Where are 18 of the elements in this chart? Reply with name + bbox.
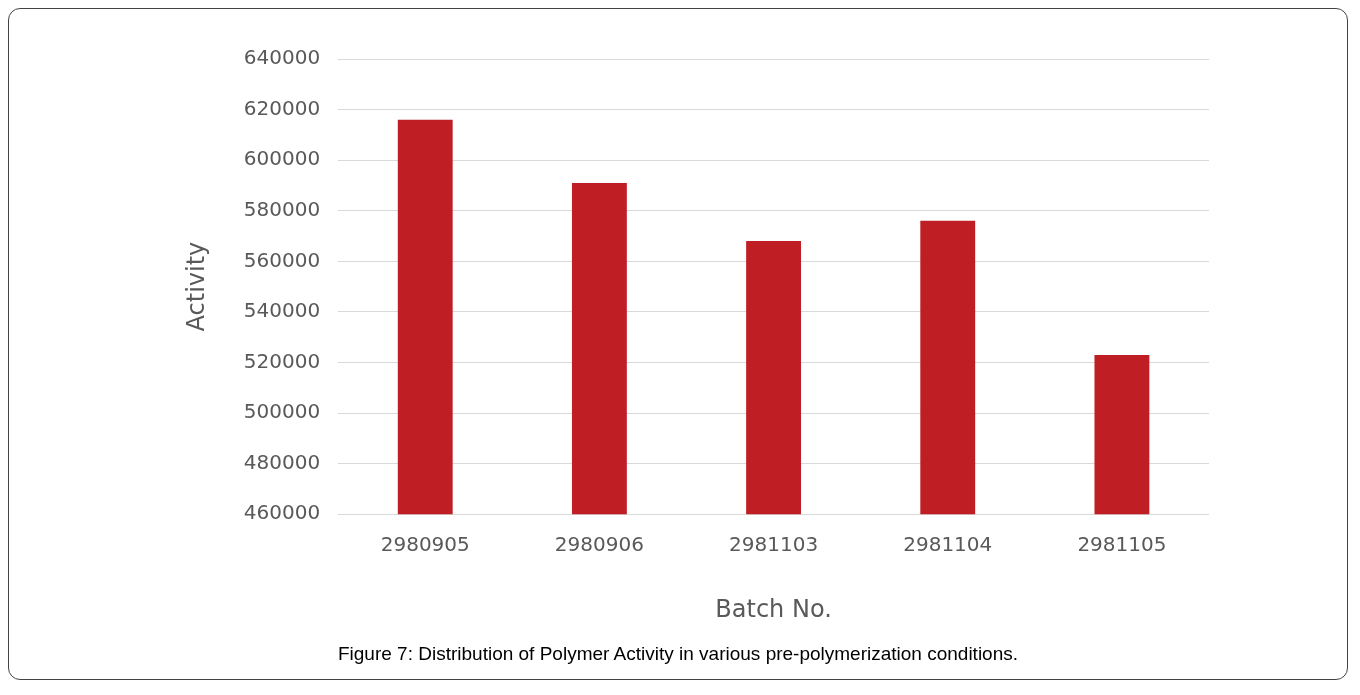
caption: Figure 7: Distribution of Polymer Activity in various pre-polymerization conditions.: [336, 643, 1020, 665]
y-tick-label: 480000: [243, 449, 321, 474]
y-tick-label: 640000: [243, 45, 321, 70]
y-axis-title: Activity: [181, 241, 210, 332]
y-tick-label: 580000: [243, 196, 321, 221]
x-tick-label: 2980906: [554, 532, 644, 557]
y-tick-label: 540000: [243, 298, 321, 323]
y-tick-label: 520000: [243, 348, 321, 373]
x-tick-label: 2981104: [903, 532, 993, 557]
y-tick-label: 460000: [243, 500, 321, 525]
x-tick-label: 2981105: [1077, 532, 1167, 557]
y-tick-label: 620000: [243, 95, 321, 120]
x-axis-title: Batch No.: [715, 594, 832, 623]
y-tick-label: 600000: [243, 146, 321, 171]
y-tick-label: 500000: [243, 399, 321, 424]
x-tick-label: 2981103: [729, 532, 819, 557]
y-tick-label: 560000: [243, 247, 321, 272]
x-tick-label: 2980905: [380, 532, 470, 557]
